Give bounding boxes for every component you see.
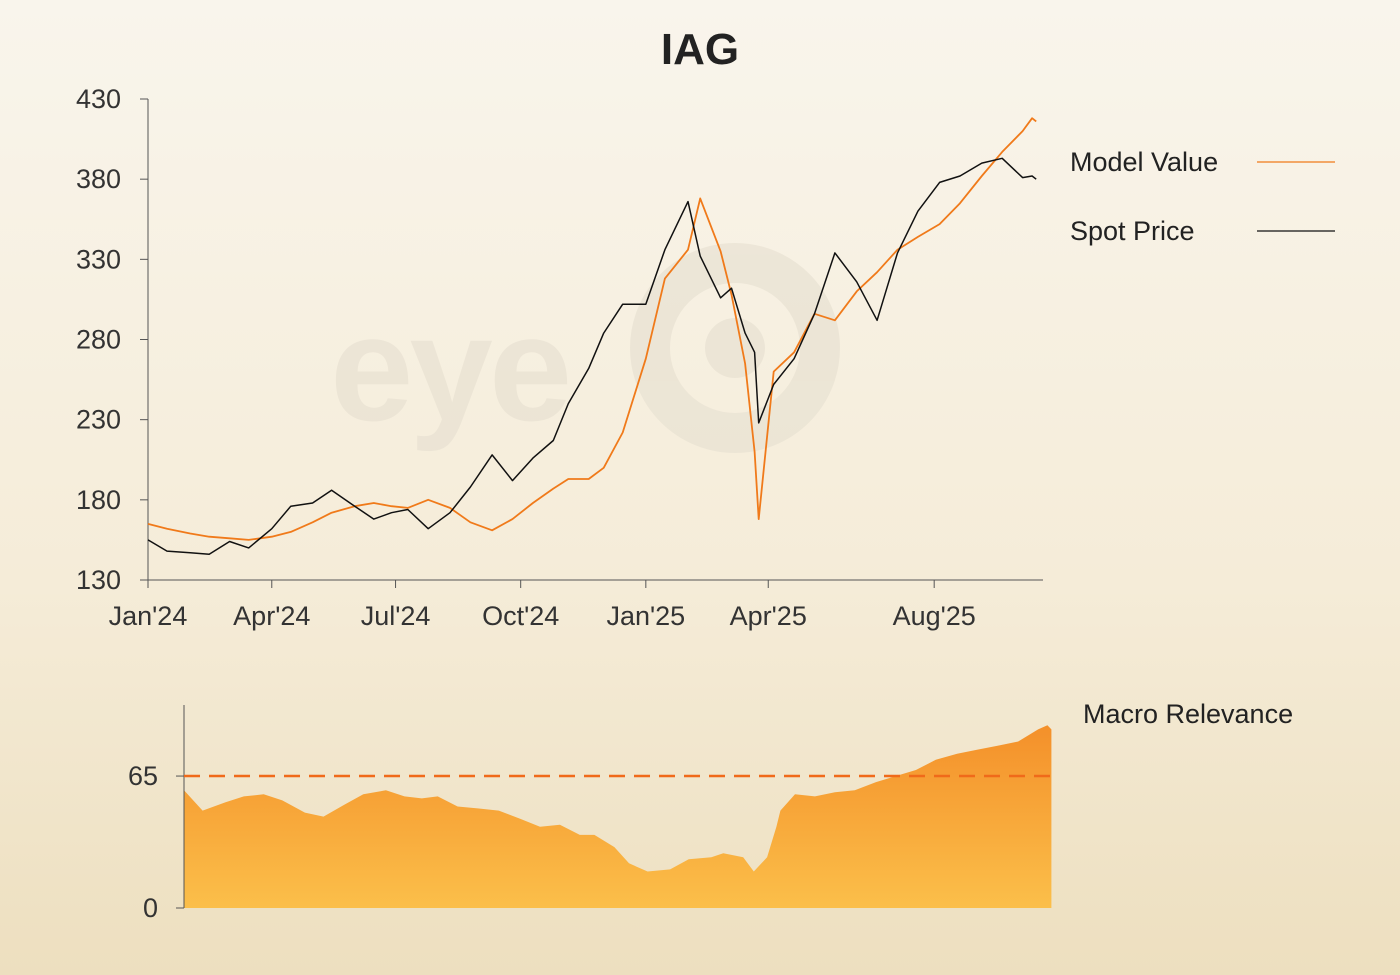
x-tick-label: Jul'24 (361, 601, 431, 631)
x-tick-label: Oct'24 (482, 601, 559, 631)
watermark-eye-pupil (705, 318, 765, 378)
model-value-line (147, 117, 1037, 541)
watermark-text: eye (330, 284, 568, 452)
y-tick-label: 180 (76, 485, 121, 515)
legend-label: Model Value (1070, 147, 1218, 177)
macro-relevance-label: Macro Relevance (1083, 699, 1293, 729)
x-tick-label: Aug'25 (893, 601, 976, 631)
watermark-eye-ring (630, 243, 840, 453)
x-tick-label: Apr'24 (233, 601, 310, 631)
main-chart: 130 180 230 280 330 380 430 Jan'24 Apr'24 Jul'24 O… (76, 84, 1043, 631)
macro-relevance-area (184, 725, 1052, 908)
macro-y-tick-label: 65 (128, 761, 158, 791)
legend-label: Spot Price (1070, 216, 1195, 246)
y-tick-label: 380 (76, 164, 121, 194)
y-tick-label: 230 (76, 405, 121, 435)
macro-y-tick-label: 0 (143, 893, 158, 923)
macro-chart: 0 65 Macro Relevance (128, 699, 1293, 923)
chart-title: IAG (661, 25, 739, 74)
y-tick-label: 330 (76, 244, 121, 274)
x-tick-label: Jan'24 (109, 601, 188, 631)
y-tick-label: 430 (76, 84, 121, 114)
main-legend: Model Value Spot Price (1070, 147, 1335, 246)
y-tick-label: 130 (76, 565, 121, 595)
spot-price-line (147, 157, 1037, 556)
x-tick-label: Apr'25 (730, 601, 807, 631)
y-tick-label: 280 (76, 325, 121, 355)
x-tick-label: Jan'25 (606, 601, 685, 631)
watermark: eye (330, 243, 840, 453)
